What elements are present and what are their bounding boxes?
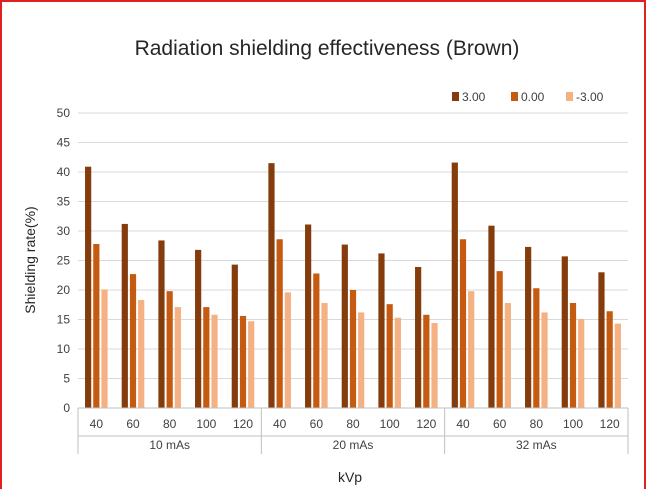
y-tick-label: 40: [57, 165, 71, 179]
y-tick-label: 50: [57, 106, 71, 120]
bar: [394, 317, 401, 408]
x-tick-label: 80: [346, 417, 360, 431]
y-axis-ticks: 0 5 10 15 20 25 30 35 40 45 50: [57, 106, 71, 415]
group-label: 20 mAs: [333, 438, 374, 452]
bar: [431, 323, 438, 408]
bar: [129, 274, 137, 408]
bar: [606, 311, 613, 408]
x-axis: 40 60 80 100 120 40 60 80 100 120 40 60 80 100 120 10 m…: [77, 407, 629, 454]
bar: [211, 314, 218, 408]
chart-title: Radiation shielding effectiveness (Brown…: [135, 37, 520, 60]
y-tick-label: 15: [57, 313, 71, 327]
bar: [459, 239, 467, 408]
y-tick-label: 20: [57, 283, 71, 297]
y-tick-label: 30: [57, 224, 71, 238]
x-tick-label: 40: [90, 417, 104, 431]
bar: [533, 288, 540, 408]
bar: [85, 166, 92, 408]
y-tick-label: 25: [57, 254, 71, 268]
bar: [349, 290, 357, 408]
bar: [195, 249, 202, 408]
x-tick-label: 40: [273, 417, 287, 431]
bar: [578, 318, 585, 408]
legend-swatch: [566, 92, 573, 101]
x-tick-label: 40: [456, 417, 470, 431]
x-tick-label: 100: [563, 417, 583, 431]
x-tick-label: 60: [126, 417, 140, 431]
bar: [93, 243, 100, 408]
x-tick-label: 100: [196, 417, 216, 431]
bar: [541, 312, 548, 408]
x-axis-label: kVp: [338, 469, 362, 485]
x-tick-label: 100: [380, 417, 400, 431]
x-tick-label: 60: [493, 417, 507, 431]
bar: [614, 323, 621, 408]
group-label: 32 mAs: [516, 438, 557, 452]
bar: [569, 302, 577, 408]
group-label: 10 mAs: [149, 438, 190, 452]
bar: [496, 271, 503, 408]
bar: [158, 240, 165, 408]
bar: [378, 253, 385, 408]
bar: [415, 266, 422, 408]
bar: [423, 314, 430, 408]
x-tick-label: 80: [530, 417, 544, 431]
bar: [203, 307, 210, 408]
legend-swatch: [511, 92, 518, 101]
bar: [525, 246, 532, 408]
bar: [451, 162, 458, 408]
legend: 3.00 0.00 -3.00: [452, 90, 604, 104]
bars: [85, 162, 621, 408]
y-axis-label: Shielding rate(%): [22, 206, 38, 313]
bar: [268, 163, 275, 408]
bar: [276, 239, 283, 408]
bar: [561, 256, 568, 408]
legend-swatch: [452, 92, 459, 101]
bar: [386, 304, 393, 408]
bar: [138, 300, 145, 408]
legend-label: 3.00: [462, 90, 486, 104]
bar: [121, 223, 128, 408]
bar: [239, 315, 247, 408]
y-tick-label: 10: [57, 342, 71, 356]
bar: [468, 291, 475, 408]
bar: [174, 307, 181, 408]
y-tick-label: 35: [57, 195, 71, 209]
x-tick-label: 60: [310, 417, 324, 431]
x-tick-label: 120: [416, 417, 436, 431]
bar: [598, 272, 605, 408]
bar: [284, 292, 291, 408]
legend-label: -3.00: [576, 90, 604, 104]
y-tick-label: 0: [63, 401, 70, 415]
bar: [504, 302, 511, 408]
bar: [488, 225, 495, 408]
y-tick-label: 45: [57, 136, 71, 150]
bar: [358, 312, 365, 408]
x-tick-label: 120: [233, 417, 253, 431]
bar: [166, 291, 173, 408]
bar: [305, 224, 312, 408]
x-tick-label: 80: [163, 417, 177, 431]
bar: [341, 244, 348, 408]
y-tick-label: 5: [63, 372, 70, 386]
bar: [321, 302, 328, 408]
bar: [231, 264, 238, 408]
bar: [248, 321, 255, 408]
bar: [313, 273, 320, 408]
bar: [101, 289, 108, 408]
x-tick-label: 120: [600, 417, 620, 431]
legend-label: 0.00: [521, 90, 545, 104]
